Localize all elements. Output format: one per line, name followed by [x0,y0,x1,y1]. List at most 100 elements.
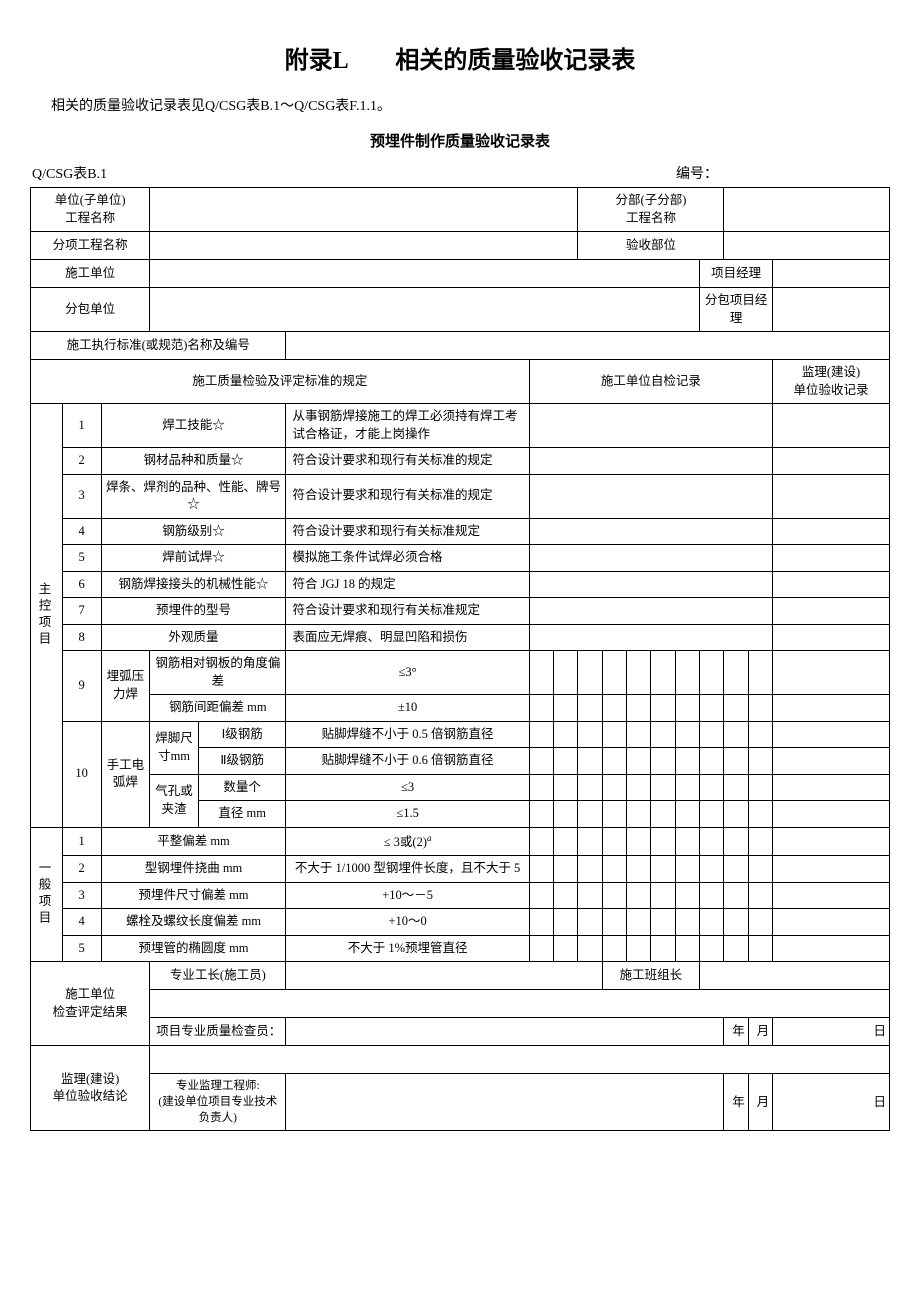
val-foreman[interactable] [286,962,602,990]
label-unit-proj: 单位(子单位) 工程名称 [31,188,150,232]
val-qc-inspector[interactable] [286,1018,724,1046]
label-self-check: 施工单位自检记录 [529,360,772,404]
m2-check[interactable] [529,448,772,475]
m2-n: 2 [62,448,101,475]
m6-check[interactable] [529,571,772,598]
val-subpart-proj[interactable] [724,188,890,232]
label-subitem-proj: 分项工程名称 [31,232,150,260]
m10-r4-req: ≤1.5 [286,801,529,828]
g5-item: 预埋管的椭圆度 mm [101,935,286,962]
val-exec-std[interactable] [286,332,890,360]
m4-item: 钢筋级别☆ [101,518,286,545]
m10-r1-item: Ⅰ级钢筋 [198,721,286,748]
spacer-row2[interactable] [150,1046,890,1074]
m3-n: 3 [62,474,101,518]
m1-sup[interactable] [773,404,890,448]
m7-item: 预埋件的型号 [101,598,286,625]
page-title: 附录L 相关的质量验收记录表 [30,40,890,75]
m3-req: 符合设计要求和现行有关标准的规定 [286,474,529,518]
m4-check[interactable] [529,518,772,545]
label-day2: 日 [773,1074,890,1131]
val-subitem-proj[interactable] [150,232,578,260]
m4-req: 符合设计要求和现行有关标准规定 [286,518,529,545]
label-subpart-proj: 分部(子分部) 工程名称 [578,188,724,232]
g5-n: 5 [62,935,101,962]
label-constr-result: 施工单位 检查评定结果 [31,962,150,1046]
m5-req: 模拟施工条件试焊必须合格 [286,545,529,572]
label-day1: 日 [773,1018,890,1046]
m6-n: 6 [62,571,101,598]
m6-sup[interactable] [773,571,890,598]
val-teamlead[interactable] [700,962,890,990]
spacer-row[interactable] [150,990,890,1018]
val-proj-mgr[interactable] [773,260,890,288]
m2-item: 钢材品种和质量☆ [101,448,286,475]
m4-sup[interactable] [773,518,890,545]
label-qc-inspector: 项目专业质量检查员： [150,1018,286,1046]
val-unit-proj[interactable] [150,188,578,232]
g1-item: 平整偏差 mm [101,827,286,856]
m8-sup[interactable] [773,624,890,651]
g2-n: 2 [62,856,101,883]
m8-check[interactable] [529,624,772,651]
m7-sup[interactable] [773,598,890,625]
label-sup-engineer: 专业监理工程师: (建设单位项目专业技术负责人) [150,1074,286,1131]
m1-n: 1 [62,404,101,448]
m10-r2-item: Ⅱ级钢筋 [198,748,286,775]
m6-item: 钢筋焊接接头的机械性能☆ [101,571,286,598]
m9-r2-sup[interactable] [773,695,890,722]
g2-req: 不大于 1/1000 型钢埋件长度，且不大于 5 [286,856,529,883]
label-sup-conclusion: 监理(建设) 单位验收结论 [31,1046,150,1131]
group-general: 一般项目 [31,827,63,962]
val-sub-proj-mgr[interactable] [773,288,890,332]
m9-r2-item: 钢筋间距偏差 mm [150,695,286,722]
g4-item: 螺栓及螺纹长度偏差 mm [101,909,286,936]
m9-r1-sup[interactable] [773,651,890,695]
g4-req: +10～0 [286,909,529,936]
m9-r1-req: ≤3° [286,651,529,695]
m8-req: 表面应无焊痕、明显凹陷和损伤 [286,624,529,651]
g3-req: +10～－5 [286,882,529,909]
main-table: 单位(子单位) 工程名称 分部(子分部) 工程名称 分项工程名称 验收部位 施工… [30,187,890,1131]
m8-item: 外观质量 [101,624,286,651]
m9-r1-item: 钢筋相对钢板的角度偏差 [150,651,286,695]
m1-req: 从事钢筋焊接施工的焊工必须持有焊工考试合格证，才能上岗操作 [286,404,529,448]
group-main: 主控项目 [31,404,63,828]
g1-n: 1 [62,827,101,856]
m7-check[interactable] [529,598,772,625]
m9-r2-req: ±10 [286,695,529,722]
m1-check[interactable] [529,404,772,448]
m8-n: 8 [62,624,101,651]
val-sup-engineer[interactable] [286,1074,724,1131]
m2-req: 符合设计要求和现行有关标准的规定 [286,448,529,475]
label-constr-unit: 施工单位 [31,260,150,288]
m3-sup[interactable] [773,474,890,518]
label-proj-mgr: 项目经理 [700,260,773,288]
m7-n: 7 [62,598,101,625]
label-qc-std: 施工质量检验及评定标准的规定 [31,360,530,404]
m5-sup[interactable] [773,545,890,572]
m10-g1: 焊脚尺寸mm [150,721,199,774]
m7-req: 符合设计要求和现行有关标准规定 [286,598,529,625]
m10-r3-req: ≤3 [286,774,529,801]
m9-n: 9 [62,651,101,722]
label-teamlead: 施工班组长 [602,962,699,990]
m2-sup[interactable] [773,448,890,475]
g4-n: 4 [62,909,101,936]
label-year1: 年 [724,1018,748,1046]
val-subcontractor[interactable] [150,288,700,332]
m3-check[interactable] [529,474,772,518]
label-year2: 年 [724,1074,748,1131]
val-constr-unit[interactable] [150,260,700,288]
m10-r1-req: 贴脚焊缝不小于 0.5 倍钢筋直径 [286,721,529,748]
g3-item: 预埋件尺寸偏差 mm [101,882,286,909]
m5-check[interactable] [529,545,772,572]
g3-n: 3 [62,882,101,909]
m4-n: 4 [62,518,101,545]
val-accept-part[interactable] [724,232,890,260]
label-subcontractor: 分包单位 [31,288,150,332]
m10-r4-item: 直径 mm [198,801,286,828]
g1-req: ≤ 3或(2)a [286,827,529,856]
m10-r2-req: 贴脚焊缝不小于 0.6 倍钢筋直径 [286,748,529,775]
label-supervision: 监理(建设) 单位验收记录 [773,360,890,404]
